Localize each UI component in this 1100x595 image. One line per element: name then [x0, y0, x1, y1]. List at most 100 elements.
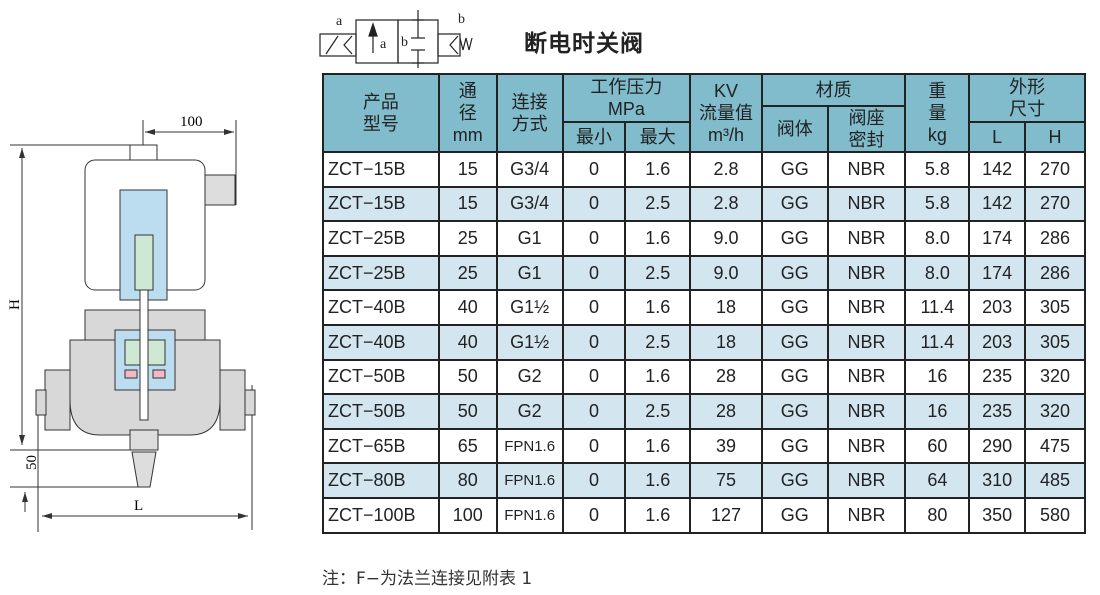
table-row: ZCT−15B 15 G3/4 0 1.6 2.8 GG NBR 5.8 142 270: [322, 151, 1086, 188]
cell-pressure-max: 1.6: [624, 289, 692, 326]
cell-model: ZCT−40B: [322, 323, 440, 361]
cell-pressure-min: 0: [561, 254, 627, 292]
cell-connection: G2: [495, 358, 564, 396]
cell-connection: FPN1.6: [495, 496, 564, 534]
cell-weight: 8.0: [904, 254, 971, 292]
cell-model: ZCT−25B: [322, 254, 440, 292]
cell-kv: 9.0: [689, 220, 763, 257]
header-max: 最大: [624, 121, 692, 153]
cell-dn: 15: [437, 185, 498, 223]
cell-connection: G1: [495, 220, 564, 257]
cell-length: 350: [968, 496, 1027, 534]
cell-length: 310: [968, 462, 1027, 499]
cell-height: 286: [1024, 220, 1086, 257]
cell-connection: G1: [495, 254, 564, 292]
cell-body: GG: [760, 323, 829, 361]
footnote: 注：F−为法兰连接见附表 1: [322, 569, 533, 589]
cell-pressure-max: 1.6: [624, 220, 692, 257]
cell-pressure-min: 0: [561, 323, 627, 361]
table-row: ZCT−50B 50 G2 0 1.6 28 GG NBR 16 235 320: [322, 358, 1086, 396]
cell-length: 235: [968, 393, 1027, 430]
cell-body: GG: [760, 496, 829, 534]
header-body: 阀体: [760, 105, 829, 153]
cell-weight: 64: [904, 462, 971, 499]
cell-height: 485: [1024, 462, 1086, 499]
cell-connection: G1½: [495, 323, 564, 361]
cell-model: ZCT−40B: [322, 289, 440, 326]
cell-pressure-max: 2.5: [624, 323, 692, 361]
cell-pressure-min: 0: [561, 427, 627, 465]
dim-100-label: 100: [180, 114, 203, 130]
table-row: ZCT−50B 50 G2 0 2.5 28 GG NBR 16 235 320: [322, 393, 1086, 430]
symbol-box-b: b: [401, 35, 408, 50]
cell-kv: 28: [689, 393, 763, 430]
cell-weight: 16: [904, 358, 971, 396]
cell-pressure-max: 2.5: [624, 185, 692, 223]
cell-pressure-min: 0: [561, 185, 627, 223]
cell-model: ZCT−65B: [322, 427, 440, 465]
cell-height: 320: [1024, 358, 1086, 396]
cell-body: GG: [760, 289, 829, 326]
cell-pressure-min: 0: [561, 462, 627, 499]
cell-kv: 2.8: [689, 151, 763, 188]
cell-height: 320: [1024, 393, 1086, 430]
cell-seal: NBR: [826, 151, 907, 188]
header-h: H: [1024, 121, 1086, 153]
table-row: ZCT−25B 25 G1 0 2.5 9.0 GG NBR 8.0 174 286: [322, 254, 1086, 292]
table-row: ZCT−40B 40 G1½ 0 2.5 18 GG NBR 11.4 203 305: [322, 323, 1086, 361]
header-connection: 连接 方式: [495, 73, 564, 153]
cell-weight: 16: [904, 393, 971, 430]
cell-seal: NBR: [826, 323, 907, 361]
dim-l-label: L: [134, 498, 143, 514]
cell-seal: NBR: [826, 254, 907, 292]
cell-weight: 8.0: [904, 220, 971, 257]
cell-connection: G3/4: [495, 151, 564, 188]
cell-dn: 50: [437, 358, 498, 396]
dim-h-label: H: [7, 299, 23, 310]
cell-seal: NBR: [826, 393, 907, 430]
cell-height: 580: [1024, 496, 1086, 534]
table-row: ZCT−65B 65 FPN1.6 0 1.6 39 GG NBR 60 290 475: [322, 427, 1086, 465]
cell-dn: 25: [437, 254, 498, 292]
cell-kv: 127: [689, 496, 763, 534]
cell-connection: G1½: [495, 289, 564, 326]
cell-dn: 65: [437, 427, 498, 465]
header-seal: 阀座 密封: [826, 105, 907, 153]
dim-50-label: 50: [24, 455, 40, 470]
cell-connection: G2: [495, 393, 564, 430]
symbol-label-b-right: b: [458, 12, 465, 27]
symbol-box-a: a: [380, 37, 387, 52]
table-row: ZCT−25B 25 G1 0 1.6 9.0 GG NBR 8.0 174 286: [322, 220, 1086, 257]
header-material: 材质: [760, 73, 907, 107]
cell-pressure-min: 0: [561, 289, 627, 326]
header-weight: 重量 kg: [904, 73, 971, 153]
table-row: ZCT−80B 80 FPN1.6 0 1.6 75 GG NBR 64 310 485: [322, 462, 1086, 499]
cell-weight: 60: [904, 427, 971, 465]
cell-body: GG: [760, 151, 829, 188]
cell-length: 203: [968, 289, 1027, 326]
cell-length: 142: [968, 185, 1027, 223]
cell-length: 174: [968, 220, 1027, 257]
header-kv: KV 流量值 m³/h: [689, 73, 763, 153]
cell-kv: 39: [689, 427, 763, 465]
cell-connection: G3/4: [495, 185, 564, 223]
cell-height: 475: [1024, 427, 1086, 465]
cell-kv: 75: [689, 462, 763, 499]
cell-pressure-max: 1.6: [624, 151, 692, 188]
cell-pressure-max: 2.5: [624, 393, 692, 430]
cell-seal: NBR: [826, 358, 907, 396]
cell-dn: 25: [437, 220, 498, 257]
cell-model: ZCT−25B: [322, 220, 440, 257]
cell-pressure-min: 0: [561, 496, 627, 534]
cell-pressure-min: 0: [561, 220, 627, 257]
cell-seal: NBR: [826, 462, 907, 499]
cell-seal: NBR: [826, 220, 907, 257]
cell-kv: 18: [689, 323, 763, 361]
cell-dn: 40: [437, 323, 498, 361]
cell-length: 290: [968, 427, 1027, 465]
cell-body: GG: [760, 185, 829, 223]
cell-height: 305: [1024, 323, 1086, 361]
table-row: ZCT−100B 100 FPN1.6 0 1.6 127 GG NBR 80 350 580: [322, 496, 1086, 534]
table-row: ZCT−15B 15 G3/4 0 2.5 2.8 GG NBR 5.8 142 270: [322, 185, 1086, 223]
cell-body: GG: [760, 358, 829, 396]
